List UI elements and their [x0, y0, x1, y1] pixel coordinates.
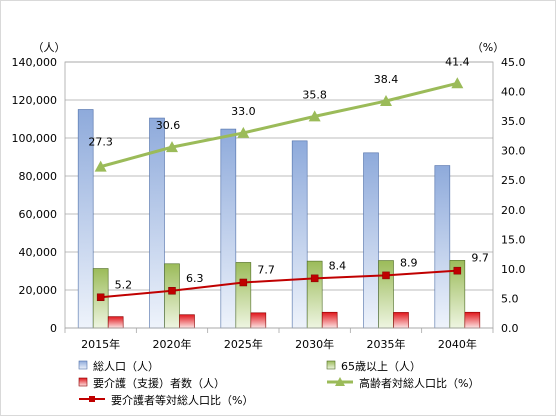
left-axis-tick-label: 100,000 — [12, 132, 58, 145]
legend-swatch — [326, 360, 336, 370]
data-label-elderly-ratio: 38.4 — [374, 73, 399, 86]
legend-label: 65歳以上（人） — [341, 360, 421, 373]
legend-swatch — [78, 377, 88, 387]
bar-total-population — [220, 128, 237, 329]
legend-label: 要介護者等対総人口比（%） — [111, 393, 253, 407]
x-axis-category-label: 2020年 — [153, 337, 192, 351]
left-axis-tick-label: 0 — [50, 322, 57, 335]
point-elderly-ratio — [308, 110, 321, 122]
data-labels-layer: 27.3 30.6 33.0 35.8 38.4 41.4 5.2 6.3 7.7 8.4 8.9 9… — [88, 55, 488, 291]
series-line-care-ratio — [100, 269, 458, 299]
data-label-care-ratio: 5.2 — [115, 278, 132, 291]
x-axis-category-label: 2030年 — [295, 337, 334, 351]
bar-care-required — [464, 311, 481, 329]
right-axis-tick-label: 25.0 — [501, 174, 526, 187]
right-axis-tick-label: 35.0 — [501, 115, 526, 128]
bar-care-required — [321, 311, 338, 329]
right-axis-tick-label: 0.0 — [501, 322, 519, 335]
legend-marker — [335, 377, 345, 386]
data-label-elderly-ratio: 35.8 — [302, 88, 327, 101]
point-elderly-ratio — [451, 77, 464, 89]
right-axis-tick-label: 45.0 — [501, 56, 526, 69]
bar-total-population — [291, 140, 308, 329]
bars-layer — [77, 109, 481, 329]
bar-age65-plus — [306, 260, 323, 329]
bar-care-required — [250, 312, 267, 329]
x-axis-category-label: 2025年 — [224, 337, 263, 351]
right-axis-tick-label: 10.0 — [501, 263, 526, 276]
right-axis-tick-label: 30.0 — [501, 145, 526, 158]
left-axis-tick-label: 80,000 — [19, 170, 58, 183]
lines-layer — [94, 77, 464, 302]
right-axis-tick-label: 15.0 — [501, 233, 526, 246]
data-label-elderly-ratio: 33.0 — [231, 105, 256, 118]
point-elderly-ratio — [94, 160, 107, 172]
left-axis-tick-label: 120,000 — [12, 94, 58, 107]
point-care-ratio — [310, 274, 319, 283]
left-axis-tick-label: 40,000 — [19, 246, 58, 259]
x-axis-category-label: 2015年 — [81, 337, 120, 351]
legend: 総人口（人） 65歳以上（人） 要介護（支援）者数（人） 高齢者対総人口比（%） 要介護… — [78, 359, 479, 407]
point-elderly-ratio — [166, 141, 178, 153]
series-line-elderly-ratio — [100, 81, 458, 169]
bar-age65-plus — [235, 262, 252, 329]
bar-age65-plus — [378, 260, 394, 329]
bar-care-required — [107, 316, 124, 329]
right-axis-tick-label: 40.0 — [501, 86, 526, 99]
data-label-care-ratio: 8.4 — [329, 259, 347, 272]
left-axis-tick-label: 60,000 — [19, 208, 58, 221]
left-axis-unit: （人） — [33, 41, 66, 54]
x-axis-category-label: 2035年 — [367, 337, 406, 351]
legend-marker — [89, 396, 95, 402]
legend-swatch — [78, 360, 88, 370]
data-label-elderly-ratio: 27.3 — [88, 136, 113, 149]
bar-total-population — [363, 152, 379, 329]
gridlines — [65, 61, 493, 329]
point-care-ratio — [96, 293, 105, 302]
left-axis-tick-label: 20,000 — [19, 284, 58, 297]
bar-age65-plus — [164, 263, 180, 329]
right-axis-unit: （%） — [472, 41, 504, 54]
data-label-care-ratio: 7.7 — [257, 263, 275, 276]
bar-total-population — [434, 165, 451, 329]
point-care-ratio — [168, 287, 176, 295]
right-axis-tick-label: 5.0 — [501, 292, 519, 305]
point-elderly-ratio — [380, 95, 392, 107]
bar-care-required — [179, 314, 195, 329]
legend-label: 要介護（支援）者数（人） — [93, 376, 225, 390]
data-label-elderly-ratio: 41.4 — [445, 55, 470, 68]
point-care-ratio — [239, 278, 248, 287]
legend-label: 総人口（人） — [93, 359, 159, 373]
bar-care-required — [393, 312, 409, 329]
legend-label: 高齢者対総人口比（%） — [359, 376, 479, 390]
point-care-ratio — [453, 266, 462, 275]
axes-layer: 0 20,000 40,000 60,000 80,000 100,000 120,000 1… — [12, 41, 526, 351]
data-label-care-ratio: 8.9 — [400, 256, 418, 269]
data-label-care-ratio: 6.3 — [186, 272, 204, 285]
data-label-care-ratio: 9.7 — [471, 252, 489, 265]
point-care-ratio — [382, 271, 390, 280]
x-axis-category-label: 2040年 — [438, 337, 477, 351]
left-axis-tick-label: 140,000 — [12, 56, 58, 69]
data-label-elderly-ratio: 30.6 — [156, 119, 181, 132]
point-elderly-ratio — [237, 126, 250, 138]
right-axis-tick-label: 20.0 — [501, 204, 526, 217]
